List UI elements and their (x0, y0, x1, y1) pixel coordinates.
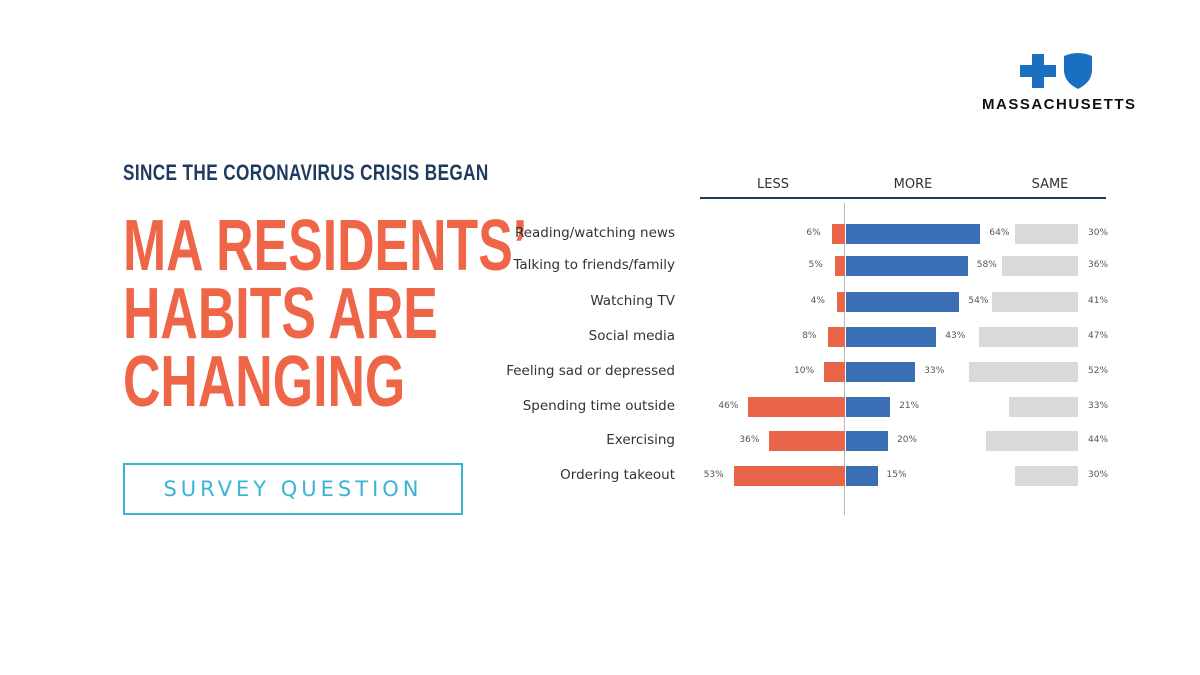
bar-more (846, 224, 981, 244)
bar-less (824, 362, 845, 382)
header-less: LESS (757, 177, 789, 192)
category-label: Social media (588, 328, 675, 344)
category-label: Feeling sad or depressed (506, 363, 675, 379)
bar-more (846, 292, 960, 312)
value-label-more: 64% (989, 228, 1010, 238)
value-label-less: 4% (810, 296, 825, 306)
header-same: SAME (1031, 177, 1069, 192)
value-label-less: 46% (718, 401, 739, 411)
value-label-same: 36% (1088, 260, 1109, 270)
bar-less (834, 256, 845, 276)
value-label-same: 52% (1088, 366, 1109, 376)
logo-text: MASSACHUSETTS (982, 96, 1137, 113)
value-label-same: 44% (1088, 435, 1109, 445)
bar-more (846, 327, 937, 347)
value-label-less: 36% (739, 435, 760, 445)
bar-same (1015, 224, 1078, 244)
value-label-more: 33% (924, 366, 945, 376)
category-label: Reading/watching news (514, 225, 675, 241)
category-label: Spending time outside (522, 398, 675, 414)
value-label-same: 30% (1088, 470, 1109, 480)
value-label-more: 15% (886, 470, 907, 480)
bar-less (828, 327, 845, 347)
value-label-more: 54% (968, 296, 989, 306)
value-label-same: 30% (1088, 228, 1109, 238)
header-more: MORE (893, 177, 933, 192)
value-label-more: 21% (899, 401, 920, 411)
axis-line (700, 197, 1106, 199)
value-label-same: 33% (1088, 401, 1109, 411)
survey-question-button[interactable]: SURVEY QUESTION (123, 463, 463, 515)
bar-less (832, 224, 845, 244)
value-label-less: 5% (808, 260, 823, 270)
title-line: CHANGING (123, 342, 406, 422)
title-line: HABITS ARE (123, 274, 438, 354)
value-label-same: 41% (1088, 296, 1109, 306)
bar-less (748, 397, 845, 417)
bar-less (836, 292, 845, 312)
bar-same (985, 431, 1078, 451)
title-line: MA RESIDENTS’ (123, 206, 528, 286)
bar-same (979, 327, 1078, 347)
bar-more (846, 397, 891, 417)
bar-same (1008, 397, 1078, 417)
bar-same (968, 362, 1078, 382)
subtitle: SINCE THE CORONAVIRUS CRISIS BEGAN (123, 160, 489, 185)
page-title: MA RESIDENTS’ HABITS ARE CHANGING (123, 206, 528, 422)
value-label-more: 20% (897, 435, 918, 445)
bar-more (846, 362, 916, 382)
value-label-more: 43% (945, 331, 966, 341)
logo (1020, 52, 1092, 94)
center-line (844, 203, 845, 515)
bar-more (846, 431, 888, 451)
value-label-less: 8% (802, 331, 817, 341)
value-label-less: 10% (794, 366, 815, 376)
bar-less (733, 466, 845, 486)
value-label-more: 58% (976, 260, 997, 270)
value-label-less: 6% (806, 228, 821, 238)
bar-more (846, 466, 878, 486)
bar-same (991, 292, 1078, 312)
value-label-less: 53% (703, 470, 724, 480)
bar-more (846, 256, 968, 276)
category-label: Watching TV (590, 293, 675, 309)
category-label: Exercising (606, 432, 675, 448)
bar-less (769, 431, 845, 451)
category-label: Ordering takeout (560, 467, 675, 483)
category-label: Talking to friends/family (513, 257, 675, 273)
bar-same (1002, 256, 1078, 276)
cross-shield-logo-icon (1020, 53, 1092, 89)
value-label-same: 47% (1088, 331, 1109, 341)
bar-same (1015, 466, 1078, 486)
